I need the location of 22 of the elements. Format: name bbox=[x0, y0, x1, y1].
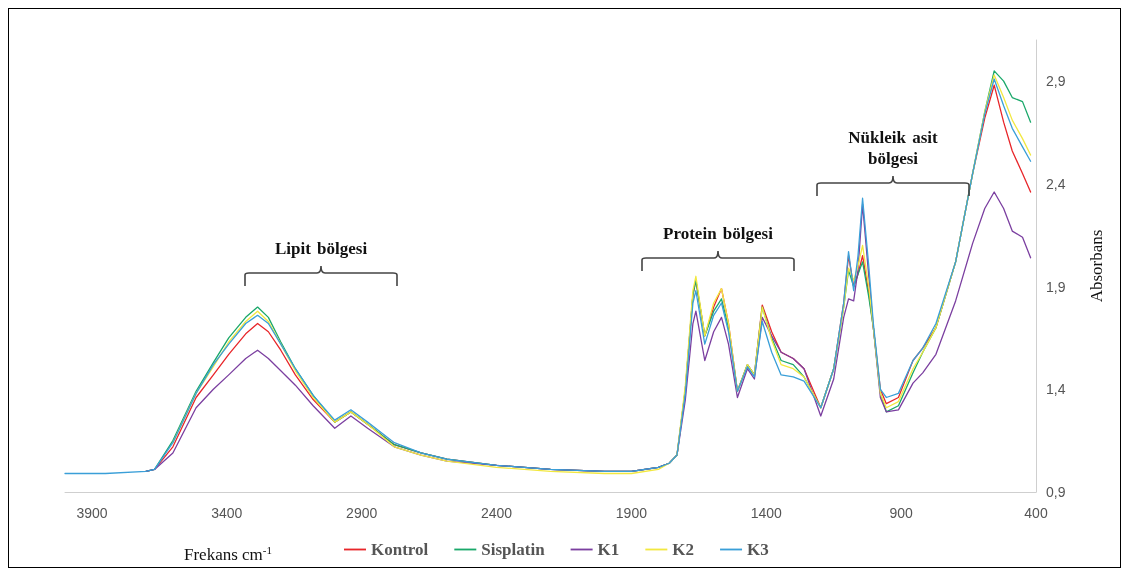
y-tick-label: 1,4 bbox=[1046, 381, 1066, 398]
annotation: Lipit bölgesi bbox=[273, 238, 369, 259]
annotation: Protein bölgesi bbox=[662, 223, 774, 244]
legend-label: Sisplatin bbox=[481, 540, 546, 559]
annotation: Nükleik asit bölgesi bbox=[847, 127, 939, 169]
legend-label: K2 bbox=[672, 540, 695, 559]
x-tick-label: 1400 bbox=[750, 505, 783, 521]
x-tick-label: 400 bbox=[1024, 505, 1048, 521]
y-tick-label: 2,9 bbox=[1046, 73, 1066, 90]
x-tick-label: 2900 bbox=[346, 505, 378, 521]
legend-label: K3 bbox=[747, 540, 769, 559]
y-tick-label: 2,4 bbox=[1046, 175, 1066, 192]
y-axis-title: Absorbans bbox=[1087, 229, 1106, 303]
x-tick-label: 900 bbox=[889, 505, 914, 521]
x-tick-label: 2400 bbox=[480, 505, 513, 521]
legend-label: Kontrol bbox=[371, 540, 429, 559]
x-tick-label: 3900 bbox=[76, 505, 108, 521]
x-tick-label: 1900 bbox=[615, 505, 648, 521]
legend-label: K1 bbox=[597, 540, 620, 559]
y-tick-label: 1,9 bbox=[1046, 278, 1066, 295]
y-tick-label: 0,9 bbox=[1046, 484, 1066, 500]
x-tick-label: 3400 bbox=[211, 505, 243, 521]
